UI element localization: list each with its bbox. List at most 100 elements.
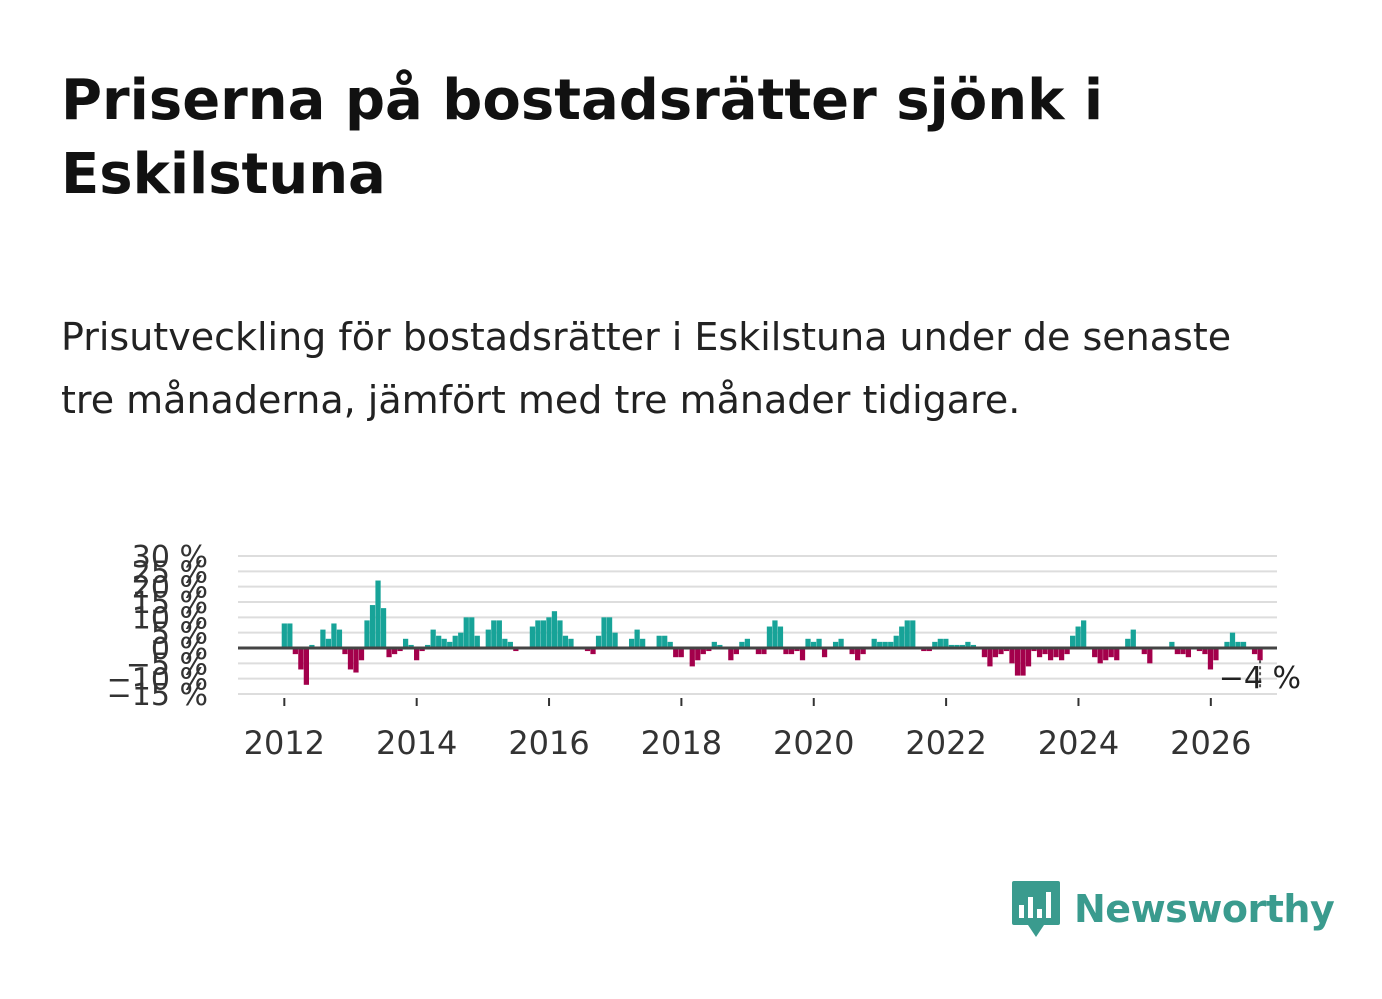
bar <box>529 626 536 648</box>
bar <box>926 648 932 652</box>
x-tick-label: 2018 <box>641 724 722 762</box>
bar <box>1196 648 1203 652</box>
bar <box>1141 648 1147 655</box>
bar <box>761 648 767 655</box>
bar <box>364 620 370 648</box>
bar <box>1251 648 1258 655</box>
bar <box>766 626 773 648</box>
bar <box>1053 648 1059 658</box>
bar <box>695 648 701 661</box>
bar <box>1009 648 1015 664</box>
bar <box>1081 620 1087 648</box>
bar <box>1229 632 1236 648</box>
bar <box>849 648 855 655</box>
bar <box>1075 626 1081 648</box>
bar <box>937 638 943 648</box>
bar <box>932 641 938 648</box>
bar <box>640 638 646 648</box>
bar <box>491 620 497 648</box>
bar <box>408 644 414 648</box>
bar <box>777 626 784 648</box>
bar <box>325 638 332 648</box>
bar <box>629 638 635 648</box>
bar <box>1047 648 1054 661</box>
bar <box>562 635 569 648</box>
bar <box>496 620 502 648</box>
bar <box>832 641 839 648</box>
bar <box>546 617 552 648</box>
brand-name: Newsworthy <box>1074 887 1335 931</box>
bar <box>1097 648 1103 664</box>
bar <box>1070 635 1076 648</box>
bar <box>799 648 806 661</box>
bar <box>1180 648 1186 655</box>
bar <box>551 611 558 648</box>
x-tick-label: 2012 <box>244 724 325 762</box>
bar <box>540 620 547 648</box>
x-tick-label: 2014 <box>376 724 457 762</box>
bar <box>965 641 971 648</box>
bar <box>507 641 513 648</box>
bar <box>899 626 905 648</box>
y-tick-label: −10 % <box>107 663 208 698</box>
bar <box>717 644 723 648</box>
brand-logo: Newsworthy <box>1010 878 1335 940</box>
bar <box>474 635 480 648</box>
bar <box>855 648 861 661</box>
bar <box>369 605 376 648</box>
bar <box>904 620 910 648</box>
bar <box>1058 648 1065 661</box>
bar <box>805 638 811 648</box>
bar <box>469 617 475 648</box>
bar <box>706 648 712 652</box>
bar <box>606 617 613 648</box>
bar <box>987 648 993 667</box>
bar <box>943 638 949 648</box>
bar <box>794 648 800 652</box>
bar <box>877 641 883 648</box>
bar <box>441 638 447 648</box>
y-tick-label: 15 % <box>132 586 208 621</box>
bar <box>860 648 866 655</box>
bar <box>402 638 409 648</box>
bar <box>1014 648 1021 676</box>
y-tick-label: 0 % <box>151 632 208 667</box>
bar <box>590 648 596 655</box>
bar <box>380 608 387 648</box>
bar <box>535 620 541 648</box>
bar <box>893 635 899 648</box>
bar <box>1130 629 1136 648</box>
bar <box>414 648 420 661</box>
bar <box>375 580 381 648</box>
x-tick-label: 2022 <box>905 724 986 762</box>
bar <box>298 648 304 670</box>
bar <box>292 648 298 655</box>
bar <box>992 648 999 658</box>
bar <box>1092 648 1098 658</box>
bar <box>419 648 425 652</box>
price-change-bar-chart: −15 %−10 %−5 %0 %5 %10 %15 %20 %25 %30 %… <box>107 540 1301 762</box>
y-tick-label: −15 % <box>107 678 208 713</box>
bar <box>882 641 888 648</box>
x-tick-label: 2024 <box>1038 724 1119 762</box>
bar <box>1174 648 1180 655</box>
bar <box>1202 648 1208 655</box>
bar <box>678 648 684 658</box>
bar <box>336 629 343 648</box>
bar <box>612 632 618 648</box>
x-tick-label: 2020 <box>773 724 854 762</box>
last-value-label: −4 % <box>1219 661 1301 696</box>
bar <box>981 648 988 658</box>
x-tick-label: 2016 <box>508 724 589 762</box>
bar <box>959 644 965 648</box>
bar <box>772 620 778 648</box>
bar <box>1025 648 1032 667</box>
bar <box>998 648 1004 655</box>
bar <box>1114 648 1120 661</box>
bar <box>430 629 436 648</box>
bar <box>281 623 287 648</box>
bar <box>816 638 822 648</box>
bar <box>358 648 365 661</box>
bar <box>921 648 927 652</box>
bar <box>458 632 464 648</box>
